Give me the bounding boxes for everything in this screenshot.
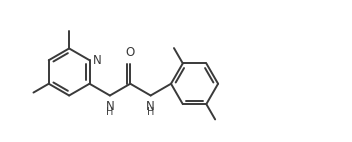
Text: N: N (106, 100, 114, 113)
Text: H: H (106, 107, 114, 117)
Text: N: N (93, 54, 101, 67)
Text: H: H (147, 107, 154, 117)
Text: N: N (146, 100, 155, 113)
Text: O: O (126, 46, 135, 59)
